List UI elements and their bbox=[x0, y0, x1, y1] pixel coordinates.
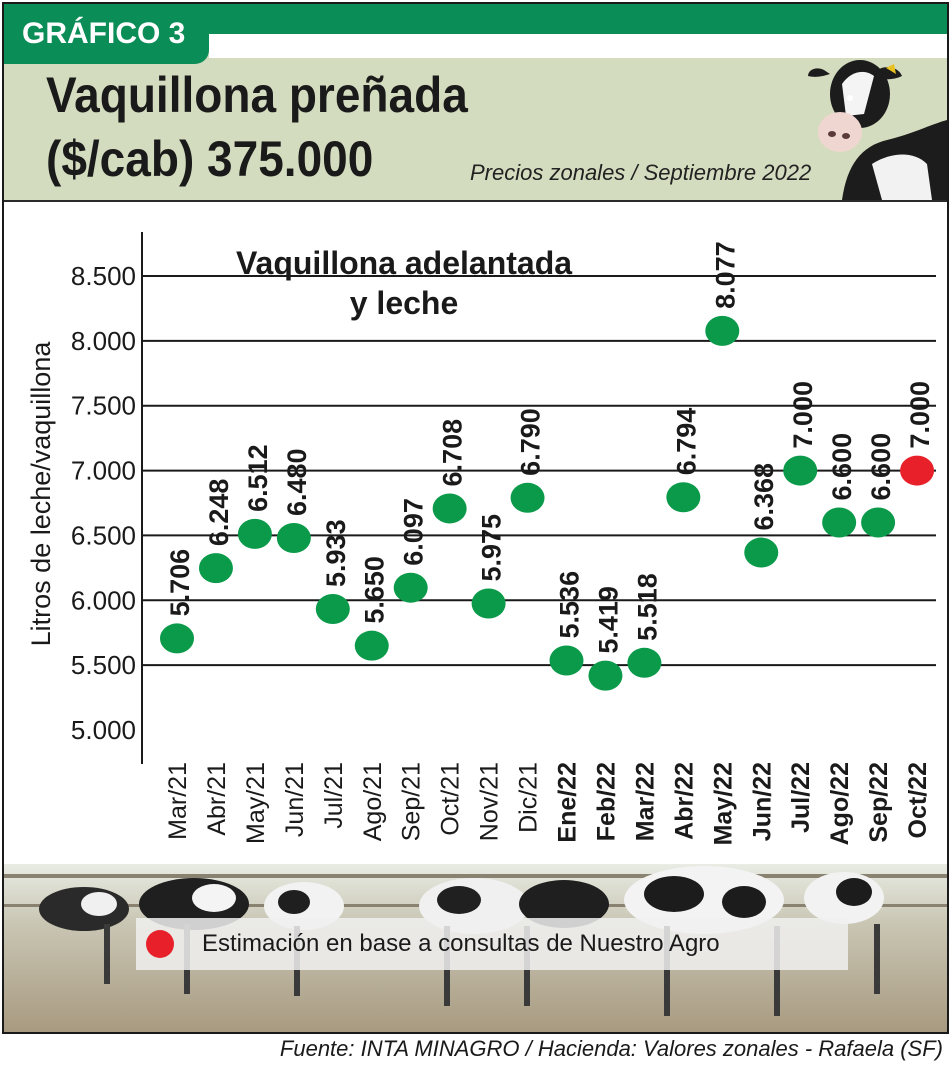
data-label: 6.480 bbox=[282, 448, 312, 516]
data-point bbox=[744, 537, 779, 568]
data-point bbox=[588, 660, 623, 691]
x-tick-label: Jun/22 bbox=[748, 762, 776, 841]
scatter-chart: 5.000 5.500 6.000 6.500 7.000 7.500 8.000 8.500… bbox=[26, 232, 936, 845]
data-point bbox=[432, 493, 467, 524]
x-tick-label: Mar/21 bbox=[164, 762, 192, 840]
data-label: 6.790 bbox=[516, 408, 546, 476]
x-tick-label: Sep/21 bbox=[398, 762, 426, 841]
y-tick-label: 7.000 bbox=[71, 456, 136, 486]
source-footer: Fuente: INTA MINAGRO / Hacienda: Valores… bbox=[279, 1036, 943, 1061]
cow-icon bbox=[808, 60, 947, 200]
x-tick-label: Sep/22 bbox=[865, 762, 893, 843]
header-panel: GRÁFICO 3 Vaquillona preñada ($/cab) 375… bbox=[4, 4, 947, 202]
y-tick-label: 8.000 bbox=[71, 326, 136, 356]
data-label: 6.794 bbox=[671, 408, 701, 476]
x-tick-label: Nov/21 bbox=[476, 762, 504, 841]
data-point bbox=[549, 645, 584, 676]
data-label: 6.600 bbox=[866, 433, 896, 501]
x-tick-label: Oct/22 bbox=[904, 762, 932, 838]
x-tick-label: Ago/21 bbox=[359, 762, 387, 841]
data-point bbox=[666, 482, 701, 513]
data-label: 5.650 bbox=[360, 556, 390, 624]
x-tick-label: Jun/21 bbox=[281, 762, 309, 837]
y-axis-label: Litros de leche/vaquillona bbox=[26, 341, 56, 647]
chart-title-line: y leche bbox=[350, 285, 459, 321]
chart-legend: Estimación en base a consultas de Nuestr… bbox=[136, 918, 848, 970]
data-point bbox=[510, 482, 545, 513]
y-tick-label: 8.500 bbox=[71, 261, 136, 291]
y-tick-label: 5.000 bbox=[71, 715, 136, 745]
data-label: 8.077 bbox=[710, 241, 740, 309]
data-point bbox=[822, 507, 857, 538]
data-label: 5.933 bbox=[321, 519, 351, 587]
data-label: 6.368 bbox=[749, 463, 779, 531]
data-label: 6.708 bbox=[438, 419, 468, 487]
data-point bbox=[354, 630, 389, 661]
data-label: 5.518 bbox=[632, 573, 662, 641]
estimate-marker-icon bbox=[146, 930, 174, 958]
x-tick-label: May/22 bbox=[709, 762, 737, 845]
x-tick-label: Ene/22 bbox=[554, 762, 582, 843]
page-title-line2: ($/cab) 375.000 bbox=[46, 131, 374, 187]
data-label: 5.706 bbox=[165, 549, 195, 617]
data-point bbox=[705, 315, 740, 346]
data-point bbox=[198, 553, 233, 584]
x-tick-label: Jul/22 bbox=[787, 762, 815, 833]
data-label: 6.248 bbox=[204, 479, 234, 547]
x-tick-label: Mar/22 bbox=[631, 762, 659, 841]
data-point bbox=[315, 593, 350, 624]
data-point bbox=[276, 523, 311, 554]
data-point bbox=[393, 572, 428, 603]
x-tick-label: Feb/22 bbox=[592, 762, 620, 841]
data-label: 6.097 bbox=[399, 498, 429, 566]
page-title-line1: Vaquillona preñada bbox=[46, 67, 468, 123]
data-point bbox=[237, 518, 272, 549]
data-label: 6.600 bbox=[827, 433, 857, 501]
x-tick-label: Ago/22 bbox=[826, 762, 854, 845]
data-label: 7.000 bbox=[788, 381, 818, 449]
x-tick-label: Oct/21 bbox=[437, 762, 465, 836]
data-label: 5.975 bbox=[477, 514, 507, 582]
data-label: 6.512 bbox=[243, 444, 273, 512]
data-point bbox=[783, 455, 818, 486]
infographic-frame: GRÁFICO 3 Vaquillona preñada ($/cab) 375… bbox=[2, 2, 949, 1034]
data-point bbox=[160, 623, 194, 654]
x-tick-label: Jul/21 bbox=[320, 762, 348, 829]
data-point bbox=[471, 588, 506, 619]
y-tick-label: 6.000 bbox=[71, 585, 136, 615]
header-strip bbox=[209, 34, 947, 58]
y-tick-label: 7.500 bbox=[71, 391, 136, 421]
x-tick-label: May/21 bbox=[242, 762, 270, 844]
data-point bbox=[861, 507, 896, 538]
data-label: 5.536 bbox=[555, 571, 585, 639]
chart-title-line: Vaquillona adelantada bbox=[236, 245, 572, 281]
y-tick-label: 5.500 bbox=[71, 650, 136, 680]
page-subtitle: Precios zonales / Septiembre 2022 bbox=[470, 160, 812, 185]
chart-badge: GRÁFICO 3 bbox=[4, 4, 209, 64]
legend-label: Estimación en base a consultas de Nuestr… bbox=[202, 930, 720, 957]
x-tick-label: Abr/21 bbox=[203, 762, 231, 836]
data-point bbox=[627, 647, 662, 678]
estimate-point bbox=[900, 455, 935, 486]
data-label: 5.419 bbox=[593, 586, 623, 654]
y-tick-label: 6.500 bbox=[71, 520, 136, 550]
x-tick-label: Abr/22 bbox=[670, 762, 698, 840]
data-label: 7.000 bbox=[905, 381, 935, 449]
x-tick-label: Dic/21 bbox=[515, 762, 543, 833]
